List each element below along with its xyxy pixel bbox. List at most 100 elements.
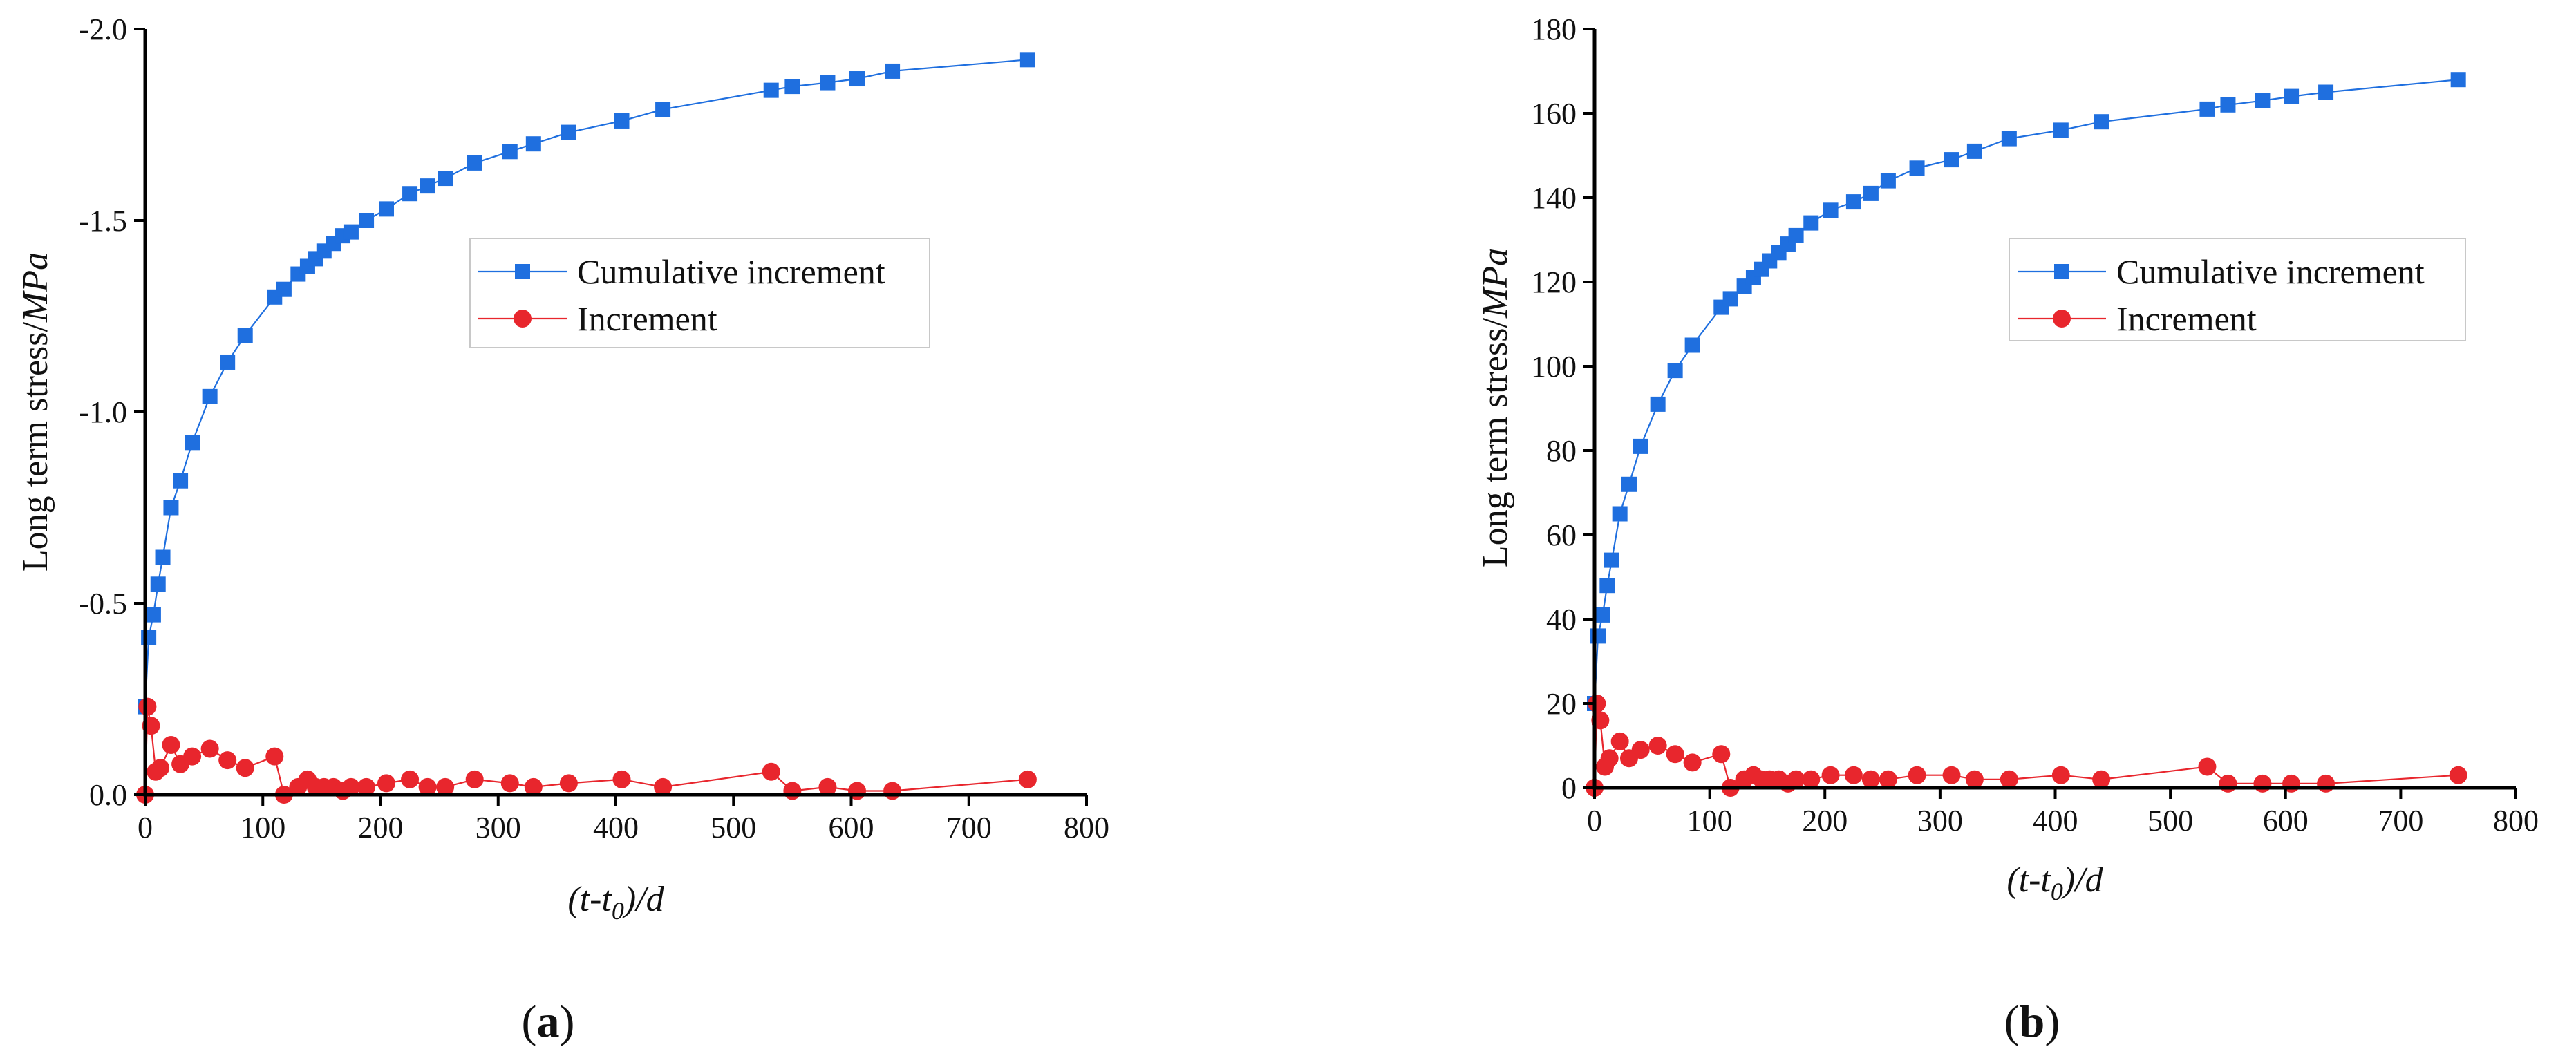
- y-axis-title-b-unit: MPa: [1476, 248, 1515, 319]
- legend-label-inc-b: Increment: [2116, 299, 2257, 338]
- x-tick-label-b-5: 500: [2147, 804, 2193, 838]
- point-inc-a-10: [236, 759, 254, 777]
- point-inc-a-23: [418, 777, 437, 796]
- point-inc-a-29: [612, 770, 631, 788]
- point-inc-b-9: [1666, 745, 1684, 764]
- point-inc-a-21: [377, 774, 396, 793]
- legend-label-cum-b: Cumulative increment: [2116, 252, 2425, 291]
- point-cum-b-10: [1684, 337, 1700, 353]
- point-cum-b-22: [1845, 194, 1861, 210]
- point-inc-a-30: [654, 777, 673, 796]
- point-cum-b-35: [2318, 84, 2334, 100]
- point-inc-a-31: [762, 762, 780, 781]
- point-cum-a-28: [561, 124, 576, 140]
- point-cum-b-26: [1944, 152, 1959, 168]
- y-tick-label-b-3: 60: [1546, 518, 1577, 552]
- point-cum-a-9: [220, 354, 236, 370]
- series-line-cum-a: [144, 59, 1028, 707]
- point-cum-a-21: [379, 201, 395, 217]
- chart-panel-b: 0 100 200 300 400 500 600 700 800 0 20 40 60 80 100 12…: [1476, 12, 2539, 1047]
- point-inc-b-23: [1861, 770, 1880, 788]
- x-axis-title-a: (t-t0)/d: [567, 880, 664, 925]
- y-axis-title-a-main: Long term stress/: [16, 321, 55, 571]
- point-cum-a-10: [237, 328, 253, 343]
- point-inc-b-1: [1588, 695, 1606, 712]
- point-cum-a-20: [359, 213, 375, 228]
- point-inc-a-20: [357, 777, 376, 796]
- y-tick-label-b-1: 20: [1546, 687, 1577, 721]
- legend-marker-inc-b: [2053, 310, 2071, 328]
- point-cum-b-25: [1909, 160, 1925, 176]
- y-tick-label-a-4: -2.0: [79, 12, 127, 46]
- x-tick-label-a-1: 100: [240, 811, 285, 844]
- x-tick-label-b-4: 400: [2033, 804, 2078, 838]
- point-inc-a-32: [783, 782, 802, 800]
- point-cum-b-23: [1863, 185, 1879, 201]
- y-tick-label-b-7: 140: [1531, 181, 1577, 215]
- point-inc-a-36: [1018, 770, 1037, 788]
- point-cum-b-31: [2199, 101, 2215, 117]
- point-inc-a-7: [183, 747, 202, 766]
- point-inc-b-8: [1648, 737, 1667, 755]
- point-inc-b-26: [1942, 766, 1961, 784]
- point-cum-a-29: [614, 113, 630, 129]
- legend-box-a: [469, 238, 930, 348]
- point-cum-a-8: [202, 388, 218, 404]
- point-inc-a-35: [883, 782, 902, 800]
- x-tick-label-b-6: 600: [2263, 804, 2309, 838]
- x-tick-label-a-8: 800: [1064, 811, 1109, 844]
- point-inc-a-33: [818, 777, 837, 796]
- point-cum-b-33: [2255, 93, 2271, 108]
- point-inc-b-24: [1879, 770, 1897, 788]
- point-cum-b-36: [2450, 72, 2466, 88]
- point-inc-a-19: [341, 777, 360, 796]
- plot-area-b: [1586, 72, 2467, 797]
- panel-label-b: (b): [2004, 996, 2060, 1047]
- point-cum-a-25: [467, 155, 482, 171]
- x-ticks-a: 0 100 200 300 400 500 600 700 800: [138, 795, 1109, 844]
- point-cum-a-7: [185, 435, 200, 451]
- point-inc-b-19: [1787, 770, 1805, 788]
- y-axis-title-b: Long term stress/MPa: [1476, 248, 1515, 567]
- x-tick-label-b-3: 300: [1917, 804, 1963, 838]
- x-tick-label-a-2: 200: [358, 811, 404, 844]
- point-cum-b-7: [1633, 438, 1648, 454]
- point-cum-b-32: [2220, 97, 2236, 113]
- point-cum-b-30: [2094, 114, 2109, 130]
- point-cum-b-20: [1803, 215, 1819, 231]
- point-cum-b-1: [1590, 628, 1606, 644]
- point-inc-b-21: [1821, 766, 1840, 784]
- point-cum-b-29: [2053, 122, 2069, 138]
- panel-label-a: (a): [522, 996, 575, 1047]
- point-cum-a-3: [150, 576, 166, 592]
- point-inc-a-1: [138, 697, 157, 716]
- y-tick-label-a-3: -1.5: [79, 204, 127, 238]
- y-axis-title-b-main: Long term stress/: [1476, 317, 1515, 567]
- point-inc-b-5: [1610, 732, 1629, 750]
- legend-marker-cum-b: [2054, 264, 2069, 279]
- point-inc-a-25: [465, 770, 484, 788]
- x-tick-label-b-7: 700: [2378, 804, 2423, 838]
- legend-box-b: [2009, 238, 2466, 341]
- legend-label-cum-a: Cumulative increment: [577, 252, 885, 291]
- point-cum-a-32: [784, 79, 800, 95]
- x-tick-label-b-2: 200: [1802, 804, 1848, 838]
- point-cum-b-9: [1667, 363, 1683, 379]
- point-cum-a-2: [145, 607, 161, 623]
- point-cum-b-6: [1621, 476, 1637, 492]
- point-cum-a-33: [820, 75, 836, 91]
- legend-marker-inc-a: [514, 310, 532, 328]
- point-cum-b-4: [1604, 552, 1619, 568]
- y-tick-label-a-0: 0.0: [89, 778, 127, 812]
- x-ticks-b: 0 100 200 300 400 500 600 700 800: [1587, 788, 2539, 838]
- legend-label-inc-a: Increment: [577, 299, 717, 338]
- point-inc-a-5: [162, 735, 180, 754]
- x-tick-label-a-7: 700: [946, 811, 992, 844]
- point-inc-b-33: [2253, 774, 2272, 793]
- chart-panel-a: 0 100 200 300 400 500 600 700 800 0.0 -0.5 -1.0 -1.…: [16, 12, 1109, 1047]
- point-inc-b-36: [2449, 766, 2467, 784]
- y-tick-label-b-8: 160: [1531, 97, 1577, 131]
- point-inc-b-10: [1683, 753, 1702, 772]
- point-inc-b-25: [1908, 766, 1926, 784]
